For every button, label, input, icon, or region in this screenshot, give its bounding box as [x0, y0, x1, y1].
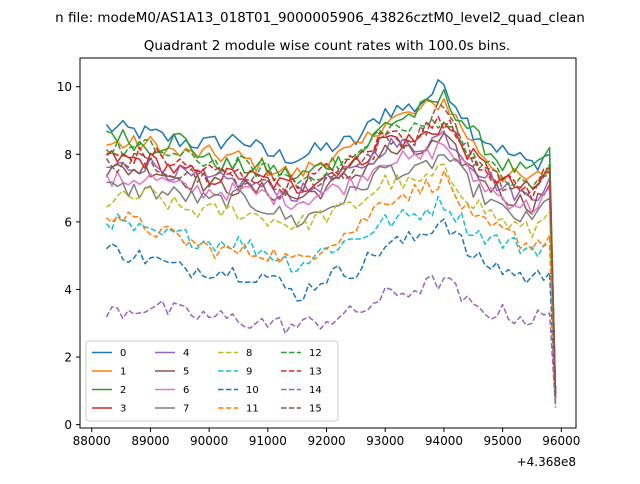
series-line-15 [105, 101, 557, 398]
plot-area [105, 79, 557, 408]
series-line-10 [105, 218, 557, 405]
legend-label: 3 [120, 404, 126, 415]
y-tick-label: 4 [64, 283, 72, 297]
series-line-13 [106, 115, 557, 395]
legend-label: 12 [309, 348, 322, 359]
legend-label: 9 [246, 367, 252, 378]
legend-label: 6 [183, 385, 189, 396]
legend-label: 8 [246, 348, 252, 359]
x-tick-label: 88000 [73, 434, 111, 448]
x-tick-label: 94000 [425, 434, 463, 448]
x-tick-label: 96000 [542, 434, 580, 448]
x-tick-label: 95000 [484, 434, 522, 448]
legend-label: 2 [120, 385, 126, 396]
legend-box [85, 340, 339, 422]
y-tick-label: 6 [64, 215, 72, 229]
series-line-8 [105, 163, 557, 402]
legend-label: 10 [246, 385, 259, 396]
x-tick-label: 91000 [249, 434, 287, 448]
chart-title: Quadrant 2 module wise count rates with … [144, 38, 510, 54]
x-tick-label: 93000 [366, 434, 404, 448]
legend-label: 4 [183, 348, 189, 359]
y-axis: 0 2 4 6 8 10 [57, 80, 80, 432]
legend-label: 13 [309, 367, 322, 378]
x-tick-label: 92000 [307, 434, 345, 448]
series-line-2 [106, 88, 557, 395]
y-tick-label: 10 [57, 80, 72, 94]
series-line-5 [105, 132, 557, 398]
legend-label: 0 [120, 348, 126, 359]
legend-label: 15 [309, 404, 322, 415]
series-line-11 [105, 169, 557, 405]
x-axis-offset-label: +4.368e8 [517, 455, 576, 469]
legend-label: 11 [246, 404, 259, 415]
axes-frame [79, 57, 577, 429]
series-line-1 [106, 98, 557, 395]
legend-label: 7 [183, 404, 189, 415]
series-line-9 [105, 195, 557, 402]
series-line-0 [105, 79, 557, 391]
series-line-4 [106, 130, 557, 395]
legend-label: 5 [183, 367, 189, 378]
series-line-7 [106, 154, 557, 398]
figure-suptitle: n file: modeM0/AS1A13_018T01_9000005906_… [55, 10, 585, 26]
legend-label: 1 [120, 367, 126, 378]
y-tick-label: 0 [64, 418, 72, 432]
legend-label: 14 [309, 385, 322, 396]
y-tick-label: 8 [64, 148, 72, 162]
x-axis: 88000 89000 90000 91000 92000 93000 94000 95000… [73, 428, 580, 448]
x-tick-label: 89000 [131, 434, 169, 448]
series-line-6 [105, 141, 557, 398]
series-line-12 [105, 118, 557, 395]
x-tick-label: 90000 [190, 434, 228, 448]
y-tick-label: 2 [64, 351, 72, 365]
